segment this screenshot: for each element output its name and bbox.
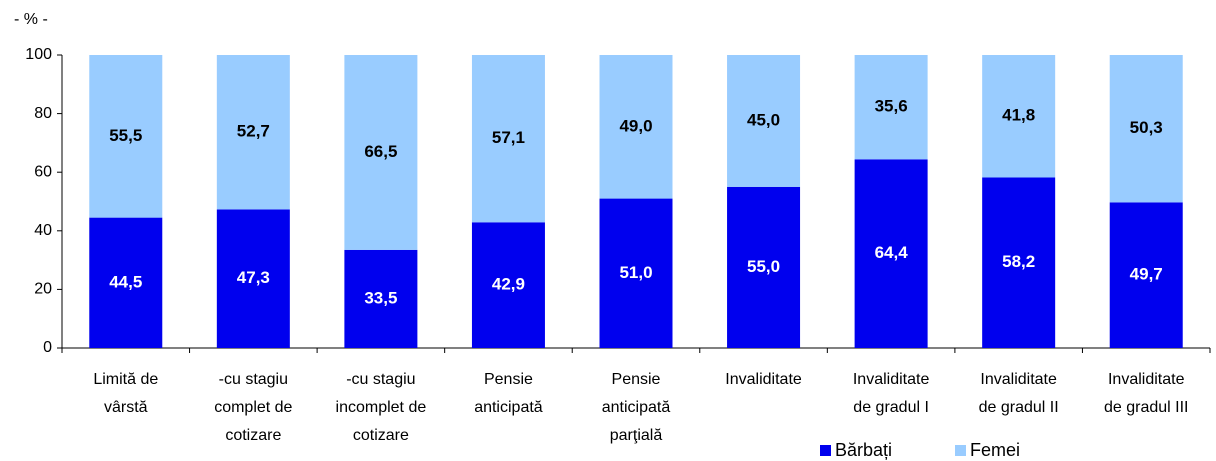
legend-swatch xyxy=(820,445,831,456)
value-label: 57,1 xyxy=(492,128,525,147)
bar-segment xyxy=(1109,55,1183,203)
bar-segment xyxy=(344,249,418,348)
value-label: 35,6 xyxy=(875,97,908,116)
x-tick-label: vârstă xyxy=(104,399,148,416)
value-label: 64,4 xyxy=(875,243,909,262)
bar-segment xyxy=(216,209,290,348)
value-label: 55,5 xyxy=(109,126,142,145)
x-tick-label: complet de xyxy=(214,399,292,416)
bar-segment xyxy=(982,55,1056,178)
x-tick-label: anticipată xyxy=(474,399,543,416)
y-tick-label: 80 xyxy=(34,105,52,122)
y-tick-label: 100 xyxy=(25,46,52,63)
bar-segment xyxy=(89,217,163,348)
x-tick-label: -cu stagiu xyxy=(219,371,288,388)
bar-segment xyxy=(982,177,1056,348)
x-tick-label: parţială xyxy=(610,427,663,444)
bar-segment xyxy=(727,186,801,348)
value-label: 44,5 xyxy=(109,272,142,291)
x-tick-label: Limită de xyxy=(93,371,158,388)
y-tick-label: 20 xyxy=(34,281,52,298)
value-label: 49,7 xyxy=(1130,265,1163,284)
bar-segment xyxy=(216,55,290,210)
x-tick-label: -cu stagiu xyxy=(346,371,415,388)
bar-segment xyxy=(1109,202,1183,348)
value-label: 50,3 xyxy=(1130,118,1163,137)
x-tick-label: anticipată xyxy=(602,399,671,416)
value-label: 66,5 xyxy=(364,142,397,161)
x-tick-label: Pensie xyxy=(484,371,533,388)
legend-label: Femei xyxy=(970,440,1020,460)
value-label: 49,0 xyxy=(619,116,652,135)
x-tick-label: de gradul III xyxy=(1104,399,1189,416)
x-tick-label: cotizare xyxy=(353,427,409,444)
bar-segment xyxy=(727,55,801,187)
x-tick-label: de gradul I xyxy=(853,399,929,416)
value-label: 41,8 xyxy=(1002,106,1035,125)
x-tick-label: Invaliditate xyxy=(1108,371,1185,388)
value-label: 47,3 xyxy=(237,268,270,287)
x-tick-label: cotizare xyxy=(225,427,281,444)
bar-segment xyxy=(471,222,545,348)
y-tick-label: 40 xyxy=(34,222,52,239)
value-label: 45,0 xyxy=(747,110,780,129)
value-label: 58,2 xyxy=(1002,252,1035,271)
bar-segment xyxy=(599,55,673,199)
value-label: 52,7 xyxy=(237,122,270,141)
x-tick-label: Pensie xyxy=(612,371,661,388)
x-tick-label: Invaliditate xyxy=(853,371,930,388)
x-tick-label: de gradul II xyxy=(979,399,1059,416)
legend-swatch xyxy=(955,445,966,456)
bar-segment xyxy=(599,198,673,348)
value-label: 33,5 xyxy=(364,288,397,307)
x-tick-label: Invaliditate xyxy=(980,371,1057,388)
x-tick-label: incomplet de xyxy=(336,399,427,416)
value-label: 51,0 xyxy=(619,263,652,282)
bar-segment xyxy=(854,55,928,160)
bar-segment xyxy=(854,159,928,348)
bar-segment xyxy=(471,55,545,223)
y-tick-label: 60 xyxy=(34,163,52,180)
legend-label: Bărbați xyxy=(835,440,892,460)
x-tick-label: Invaliditate xyxy=(725,371,802,388)
axis-label: - % - xyxy=(14,11,48,28)
value-label: 55,0 xyxy=(747,257,780,276)
y-tick-label: 0 xyxy=(43,339,52,356)
value-label: 42,9 xyxy=(492,275,525,294)
bar-segment xyxy=(89,55,163,218)
bar-segment xyxy=(344,55,418,250)
